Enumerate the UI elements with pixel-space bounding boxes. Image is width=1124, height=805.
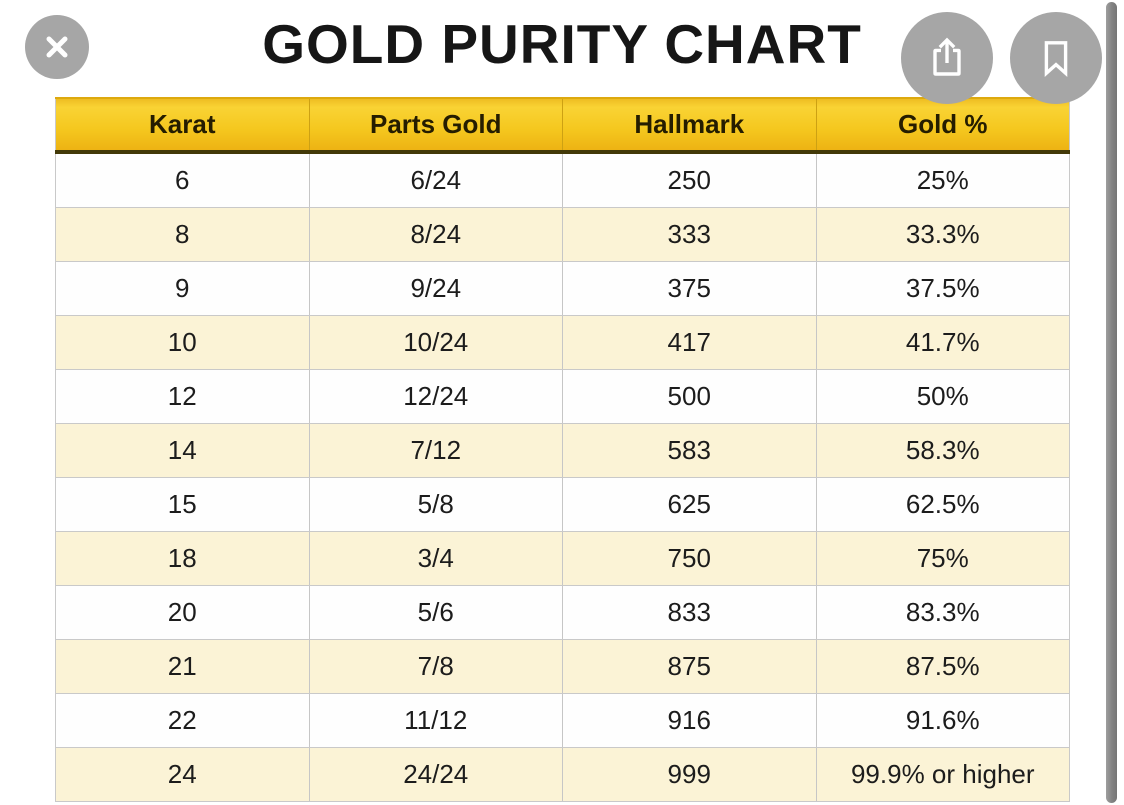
table-row: 22 11/12 916 91.6%: [55, 693, 1070, 748]
cell-gold-percent: 83.3%: [815, 585, 1070, 640]
bookmark-button[interactable]: [1010, 12, 1102, 104]
close-button[interactable]: [25, 15, 89, 79]
cell-karat: 9: [55, 261, 309, 316]
cell-gold-percent: 25%: [815, 152, 1070, 208]
cell-karat: 6: [55, 152, 309, 208]
cell-gold-percent: 58.3%: [815, 423, 1070, 478]
column-header-karat: Karat: [55, 97, 309, 154]
table-row: 12 12/24 500 50%: [55, 369, 1070, 424]
page-title: GOLD PURITY CHART: [262, 13, 862, 75]
table-row: 18 3/4 750 75%: [55, 531, 1070, 586]
cell-karat: 18: [55, 531, 309, 586]
cell-hallmark: 916: [562, 693, 816, 748]
table-row: 8 8/24 333 33.3%: [55, 207, 1070, 262]
cell-hallmark: 417: [562, 315, 816, 370]
cell-karat: 12: [55, 369, 309, 424]
cell-karat: 14: [55, 423, 309, 478]
table-row: 10 10/24 417 41.7%: [55, 315, 1070, 370]
cell-parts-gold: 6/24: [308, 152, 563, 208]
cell-gold-percent: 75%: [815, 531, 1070, 586]
table-row: 24 24/24 999 99.9% or higher: [55, 747, 1070, 802]
table-row: 21 7/8 875 87.5%: [55, 639, 1070, 694]
cell-gold-percent: 37.5%: [815, 261, 1070, 316]
cell-hallmark: 375: [562, 261, 816, 316]
cell-gold-percent: 33.3%: [815, 207, 1070, 262]
cell-hallmark: 500: [562, 369, 816, 424]
cell-karat: 10: [55, 315, 309, 370]
cell-gold-percent: 41.7%: [815, 315, 1070, 370]
table-row: 20 5/6 833 83.3%: [55, 585, 1070, 640]
cell-parts-gold: 5/8: [308, 477, 563, 532]
cell-gold-percent: 62.5%: [815, 477, 1070, 532]
cell-hallmark: 750: [562, 531, 816, 586]
cell-karat: 8: [55, 207, 309, 262]
close-icon: [41, 31, 73, 63]
table-row: 15 5/8 625 62.5%: [55, 477, 1070, 532]
cell-gold-percent: 91.6%: [815, 693, 1070, 748]
cell-parts-gold: 7/8: [308, 639, 563, 694]
cell-parts-gold: 9/24: [308, 261, 563, 316]
share-button[interactable]: [901, 12, 993, 104]
cell-gold-percent: 99.9% or higher: [815, 747, 1070, 802]
bookmark-icon: [1032, 34, 1080, 82]
cell-parts-gold: 7/12: [308, 423, 563, 478]
table-header-row: Karat Parts Gold Hallmark Gold %: [55, 97, 1070, 154]
gold-purity-table: Karat Parts Gold Hallmark Gold % 6 6/24 …: [55, 97, 1070, 802]
table-row: 6 6/24 250 25%: [55, 152, 1070, 208]
column-header-parts-gold: Parts Gold: [308, 97, 563, 154]
cell-hallmark: 625: [562, 477, 816, 532]
share-icon: [923, 34, 971, 82]
cell-karat: 20: [55, 585, 309, 640]
cell-parts-gold: 3/4: [308, 531, 563, 586]
cell-gold-percent: 87.5%: [815, 639, 1070, 694]
cell-parts-gold: 5/6: [308, 585, 563, 640]
column-header-hallmark: Hallmark: [562, 97, 816, 154]
cell-hallmark: 583: [562, 423, 816, 478]
cell-karat: 22: [55, 693, 309, 748]
cell-hallmark: 875: [562, 639, 816, 694]
cell-parts-gold: 11/12: [308, 693, 563, 748]
cell-parts-gold: 12/24: [308, 369, 563, 424]
table-row: 14 7/12 583 58.3%: [55, 423, 1070, 478]
scrollbar-thumb[interactable]: [1106, 2, 1117, 803]
cell-hallmark: 833: [562, 585, 816, 640]
cell-parts-gold: 8/24: [308, 207, 563, 262]
cell-hallmark: 333: [562, 207, 816, 262]
table-row: 9 9/24 375 37.5%: [55, 261, 1070, 316]
cell-gold-percent: 50%: [815, 369, 1070, 424]
cell-parts-gold: 10/24: [308, 315, 563, 370]
cell-karat: 15: [55, 477, 309, 532]
cell-hallmark: 999: [562, 747, 816, 802]
cell-karat: 21: [55, 639, 309, 694]
cell-karat: 24: [55, 747, 309, 802]
column-header-gold-percent: Gold %: [815, 97, 1070, 154]
cell-parts-gold: 24/24: [308, 747, 563, 802]
cell-hallmark: 250: [562, 152, 816, 208]
